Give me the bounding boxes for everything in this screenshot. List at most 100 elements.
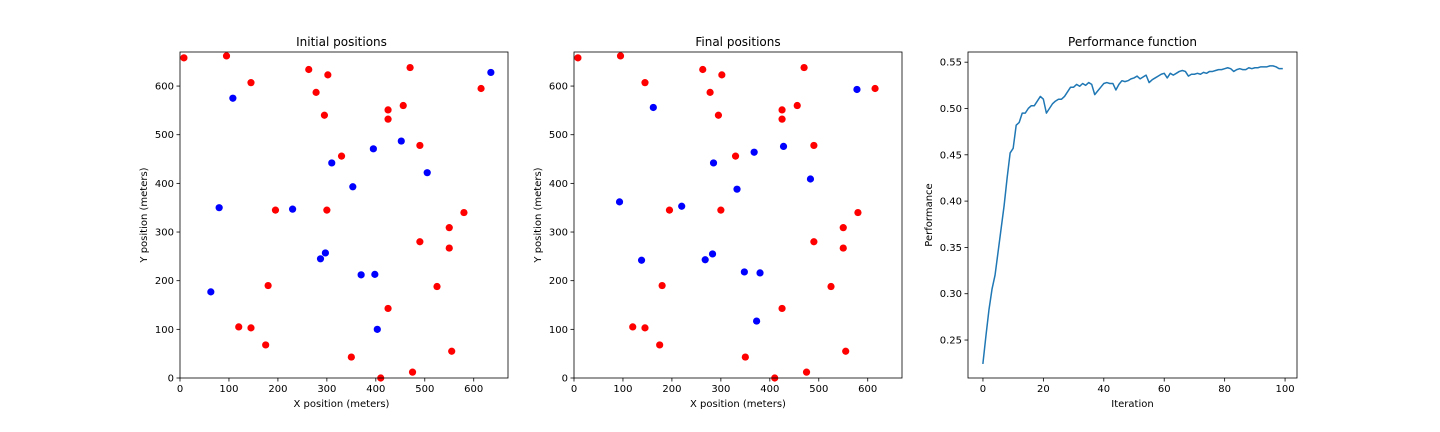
x-tick-label: 200	[662, 384, 681, 395]
red-point	[460, 208, 468, 217]
red-point	[416, 238, 424, 246]
blue-point	[701, 256, 709, 264]
y-tick-label: 0.50	[940, 104, 962, 115]
x-tick-label: 400	[366, 384, 385, 395]
red-point	[180, 54, 188, 62]
blue-point	[756, 269, 764, 277]
red-point	[337, 152, 346, 160]
y-tick-label: 400	[549, 179, 568, 190]
blue-point	[487, 68, 495, 77]
red-point	[384, 106, 392, 114]
y-tick-label: 0.25	[940, 336, 962, 347]
axes-frame	[573, 51, 903, 379]
red-point	[854, 208, 862, 217]
y-axis-label: Y position (meters)	[139, 167, 150, 263]
y-tick-label: 200	[155, 276, 174, 287]
blue-point	[753, 317, 761, 325]
y-tick-label: 0.40	[940, 197, 962, 208]
blue-point	[853, 85, 861, 94]
red-point	[658, 281, 666, 290]
x-tick-label: 600	[464, 384, 483, 395]
blue-point	[373, 325, 381, 333]
performance-line	[982, 65, 1283, 365]
blue-point	[615, 198, 624, 206]
scatter-points	[574, 52, 879, 382]
x-tick-label: 100	[219, 384, 238, 395]
red-point	[347, 353, 355, 361]
red-point	[842, 347, 850, 355]
y-tick-label: 300	[155, 228, 174, 239]
red-point	[641, 324, 649, 332]
red-point	[616, 52, 625, 60]
blue-point	[637, 256, 646, 264]
scatter-points	[180, 52, 495, 382]
red-point	[445, 224, 453, 232]
x-tick-label: 500	[415, 384, 434, 395]
x-tick-label: 60	[1158, 384, 1171, 395]
y-tick-label: 0.30	[940, 289, 962, 300]
blue-point	[397, 137, 405, 145]
red-point	[706, 88, 714, 96]
red-point	[800, 63, 808, 72]
x-axis-label: Iteration	[1111, 399, 1153, 410]
blue-point	[709, 159, 718, 167]
red-point	[384, 115, 392, 123]
red-point	[477, 84, 485, 93]
red-point	[656, 341, 664, 349]
x-tick-label: 20	[1037, 384, 1050, 395]
axes-frame	[179, 51, 509, 379]
red-point	[445, 244, 453, 252]
red-point	[871, 84, 879, 93]
y-tick-label: 0	[562, 374, 568, 385]
red-point	[810, 141, 818, 150]
red-point	[641, 79, 649, 87]
x-tick-label: 100	[1276, 384, 1295, 395]
subplot-title: Initial positions	[296, 35, 387, 49]
x-axis-label: X position (meters)	[294, 399, 390, 410]
y-tick-label: 600	[155, 82, 174, 93]
y-tick-label: 300	[549, 228, 568, 239]
y-tick-label: 0.45	[940, 150, 962, 161]
red-point	[305, 65, 313, 74]
red-point	[839, 244, 847, 252]
y-axis-label: Y position (meters)	[533, 167, 544, 263]
red-point	[323, 206, 331, 214]
x-tick-label: 500	[809, 384, 828, 395]
red-point	[778, 304, 786, 313]
red-point	[574, 54, 582, 62]
blue-point	[371, 270, 379, 278]
red-point	[408, 368, 417, 376]
y-tick-label: 600	[549, 82, 568, 93]
series-lines	[982, 65, 1283, 365]
axis-ticks: 0 100 200 300 400 500 600 0 100 200 300 400 500 600	[549, 82, 877, 395]
red-point	[665, 206, 674, 214]
x-axis-label: X position (meters)	[690, 399, 786, 410]
x-tick-label: 100	[613, 384, 632, 395]
red-point	[839, 224, 847, 232]
red-point	[731, 152, 740, 160]
red-point	[384, 304, 392, 313]
y-tick-label: 100	[549, 325, 568, 336]
y-tick-label: 200	[549, 276, 568, 287]
red-point	[320, 111, 329, 119]
blue-point	[288, 205, 297, 213]
x-tick-label: 0	[571, 384, 577, 395]
x-tick-label: 0	[980, 384, 986, 395]
blue-point	[806, 175, 815, 183]
red-point	[312, 88, 320, 96]
x-tick-label: 300	[317, 384, 336, 395]
x-tick-label: 600	[858, 384, 877, 395]
blue-point	[316, 255, 325, 263]
y-tick-label: 0.35	[940, 243, 962, 254]
red-point	[699, 65, 707, 74]
red-point	[324, 71, 332, 79]
red-point	[448, 347, 456, 355]
red-point	[718, 71, 726, 79]
y-tick-label: 100	[155, 325, 174, 336]
blue-point	[215, 204, 223, 212]
x-tick-label: 300	[711, 384, 730, 395]
red-point	[406, 63, 414, 72]
red-point	[714, 111, 723, 119]
red-point	[247, 79, 255, 87]
